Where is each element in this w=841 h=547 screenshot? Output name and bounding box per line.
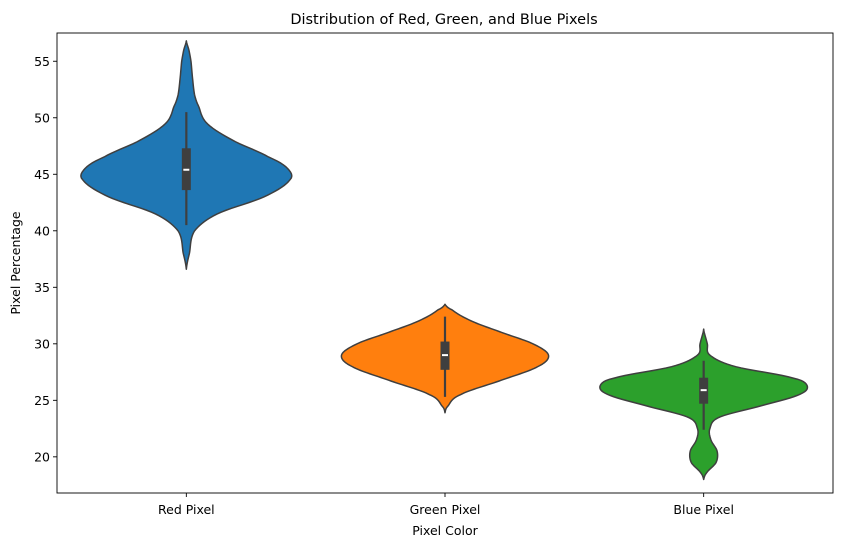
y-tick-label-20: 20 [34, 449, 50, 464]
violin-1 [340, 303, 550, 414]
violins-layer [80, 40, 809, 481]
y-tick-label-40: 40 [34, 223, 50, 238]
y-tick-label-35: 35 [34, 280, 50, 295]
y-tick-label-50: 50 [34, 110, 50, 125]
x-axis: Red Pixel Green Pixel Blue Pixel [158, 493, 734, 517]
plot-frame [56, 32, 834, 494]
x-tick-label-0: Red Pixel [158, 502, 215, 517]
x-tick-label-1: Green Pixel [410, 502, 481, 517]
y-tick-label-55: 55 [34, 54, 50, 69]
x-tick-label-2: Blue Pixel [673, 502, 734, 517]
y-axis-label: Pixel Percentage [8, 211, 23, 315]
x-axis-label: Pixel Color [412, 523, 478, 538]
y-tick-label-45: 45 [34, 167, 50, 182]
violin-0 [80, 40, 293, 270]
violin-2 [599, 328, 809, 481]
y-tick-label-30: 30 [34, 336, 50, 351]
chart-title: Distribution of Red, Green, and Blue Pix… [290, 12, 597, 28]
y-tick-label-25: 25 [34, 393, 50, 408]
y-axis: 20 25 30 35 40 45 50 55 [34, 54, 57, 464]
